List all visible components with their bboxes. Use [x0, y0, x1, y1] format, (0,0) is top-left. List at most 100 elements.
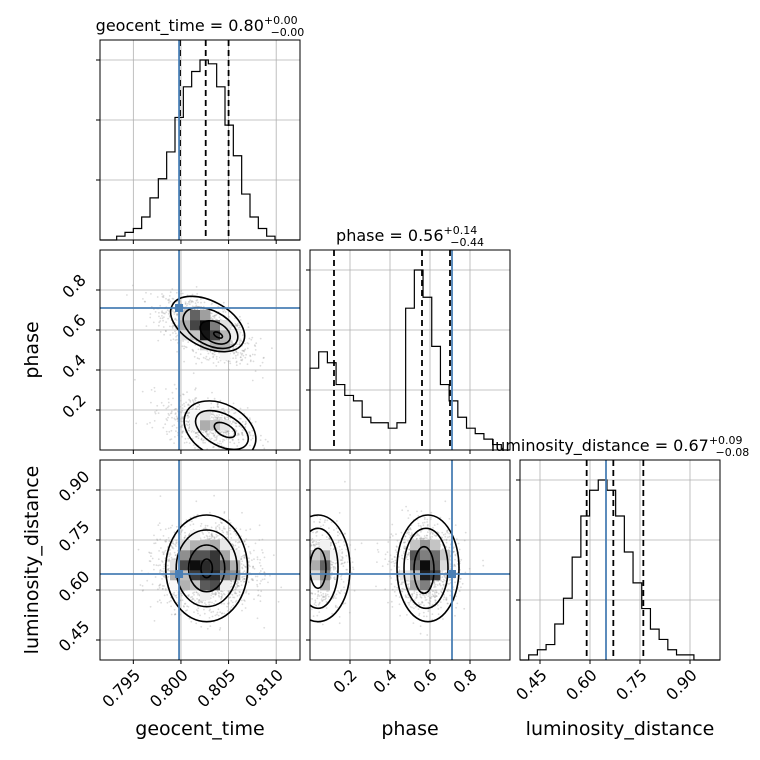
sample-point — [235, 345, 238, 348]
sample-point — [263, 447, 266, 450]
sample-point — [252, 565, 255, 568]
sample-point — [446, 531, 449, 534]
sample-point — [213, 435, 216, 437]
sample-point — [219, 431, 222, 434]
sample-point — [188, 533, 191, 535]
sample-point — [272, 554, 275, 557]
density-panel-luminosity-distance-vs-geocent-time — [96, 459, 301, 664]
sample-point — [241, 603, 244, 606]
sample-point — [243, 599, 246, 602]
sample-point — [215, 533, 218, 536]
sample-point — [435, 595, 438, 598]
sample-point — [219, 518, 222, 521]
sample-point — [203, 612, 206, 615]
sample-point — [196, 299, 199, 301]
sample-point — [185, 401, 188, 404]
sample-point — [168, 298, 171, 301]
contour-luminosity-distance-vs-geocent-time-3 — [164, 514, 249, 623]
sample-point — [223, 612, 226, 615]
sample-point — [142, 298, 144, 300]
sample-point — [209, 438, 212, 441]
sample-point — [239, 528, 242, 531]
sample-point — [216, 525, 219, 528]
sample-point — [200, 438, 203, 441]
sample-point — [407, 584, 409, 586]
sample-point — [454, 565, 456, 568]
sample-point — [168, 549, 171, 551]
density-body-luminosity-distance-vs-geocent-time — [137, 494, 283, 631]
sample-point — [188, 412, 190, 415]
sample-point — [214, 314, 217, 317]
sample-point — [204, 527, 206, 530]
sample-point — [237, 585, 240, 587]
sample-point — [251, 559, 253, 561]
sample-point — [242, 571, 245, 574]
sample-point — [220, 590, 223, 593]
histogram-phase — [309, 269, 510, 451]
sample-point — [209, 537, 211, 540]
sample-point — [237, 432, 239, 435]
sample-point — [176, 334, 179, 337]
sample-point — [235, 351, 238, 353]
sample-point — [253, 598, 255, 601]
sample-point — [163, 594, 166, 597]
sample-point — [253, 549, 255, 552]
sample-point — [167, 569, 170, 572]
sample-point — [213, 592, 216, 595]
sample-point — [237, 582, 240, 584]
sample-point — [173, 417, 176, 420]
sample-point — [204, 441, 206, 444]
density-cell — [190, 410, 201, 421]
sample-point — [171, 416, 173, 419]
sample-point — [215, 313, 218, 316]
sample-point — [188, 404, 190, 407]
sample-point — [254, 542, 257, 545]
sample-point — [169, 300, 172, 303]
sample-point — [220, 595, 223, 598]
sample-point — [418, 593, 421, 596]
sample-point — [210, 594, 213, 597]
sample-point — [150, 552, 153, 554]
sample-point — [215, 593, 217, 595]
sample-point — [246, 342, 249, 344]
sample-point — [208, 617, 211, 619]
sample-point — [214, 593, 217, 596]
sample-point — [254, 353, 256, 356]
sample-point — [232, 432, 235, 435]
sample-point — [247, 545, 250, 548]
sample-point — [261, 549, 263, 551]
sample-point — [432, 526, 434, 529]
sample-point — [194, 599, 196, 602]
sample-point — [226, 430, 229, 433]
sample-point — [435, 579, 438, 582]
sample-point — [217, 614, 220, 617]
sample-point — [443, 596, 446, 599]
sample-point — [173, 531, 176, 534]
sample-point — [384, 553, 387, 556]
sample-point — [173, 551, 176, 554]
sample-point — [251, 437, 254, 440]
sample-point — [158, 550, 161, 552]
sample-point — [244, 575, 246, 578]
sample-point — [258, 562, 261, 564]
sample-point — [429, 600, 432, 603]
sample-point — [397, 566, 400, 569]
sample-point — [168, 558, 171, 560]
sample-point — [434, 583, 437, 586]
sample-point — [218, 414, 221, 416]
sample-point — [241, 432, 244, 435]
sample-point — [418, 614, 420, 616]
sample-point — [236, 445, 239, 447]
sample-point — [264, 438, 267, 441]
sample-point — [236, 324, 239, 327]
sample-point — [210, 526, 213, 529]
sample-point — [203, 608, 205, 611]
sample-point — [482, 559, 484, 562]
sample-point — [217, 405, 220, 408]
sample-point — [454, 614, 456, 617]
sample-point — [167, 398, 170, 400]
sample-point — [166, 406, 169, 409]
sample-point — [259, 582, 261, 585]
sample-point — [407, 529, 410, 531]
sample-point — [234, 411, 237, 414]
